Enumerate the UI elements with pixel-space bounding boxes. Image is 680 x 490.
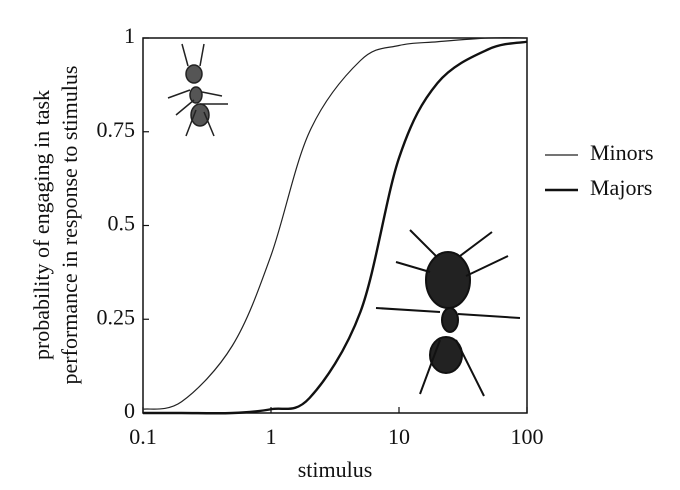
legend-label: Minors (590, 140, 654, 165)
y-tick-label: 0.5 (108, 211, 136, 236)
y-tick-label: 0.25 (97, 304, 136, 329)
y-tick-label: 0 (124, 398, 135, 423)
x-tick-label: 1 (266, 424, 277, 449)
series-line (142, 40, 528, 415)
x-tick-label: 10 (388, 424, 410, 449)
y-axis-label: performance in response to stimulus (57, 66, 82, 385)
x-axis-label: stimulus (298, 457, 373, 482)
minor-ant-illustration (167, 43, 228, 137)
major-ant-illustration (375, 229, 521, 397)
y-tick-label: 1 (124, 23, 135, 48)
y-tick-label: 0.75 (97, 117, 136, 142)
legend-label: Majors (590, 175, 652, 200)
y-axis-label: probability of engaging in task (29, 90, 54, 360)
x-tick-label: 100 (511, 424, 544, 449)
series-line (142, 37, 528, 410)
x-tick-label: 0.1 (129, 424, 157, 449)
